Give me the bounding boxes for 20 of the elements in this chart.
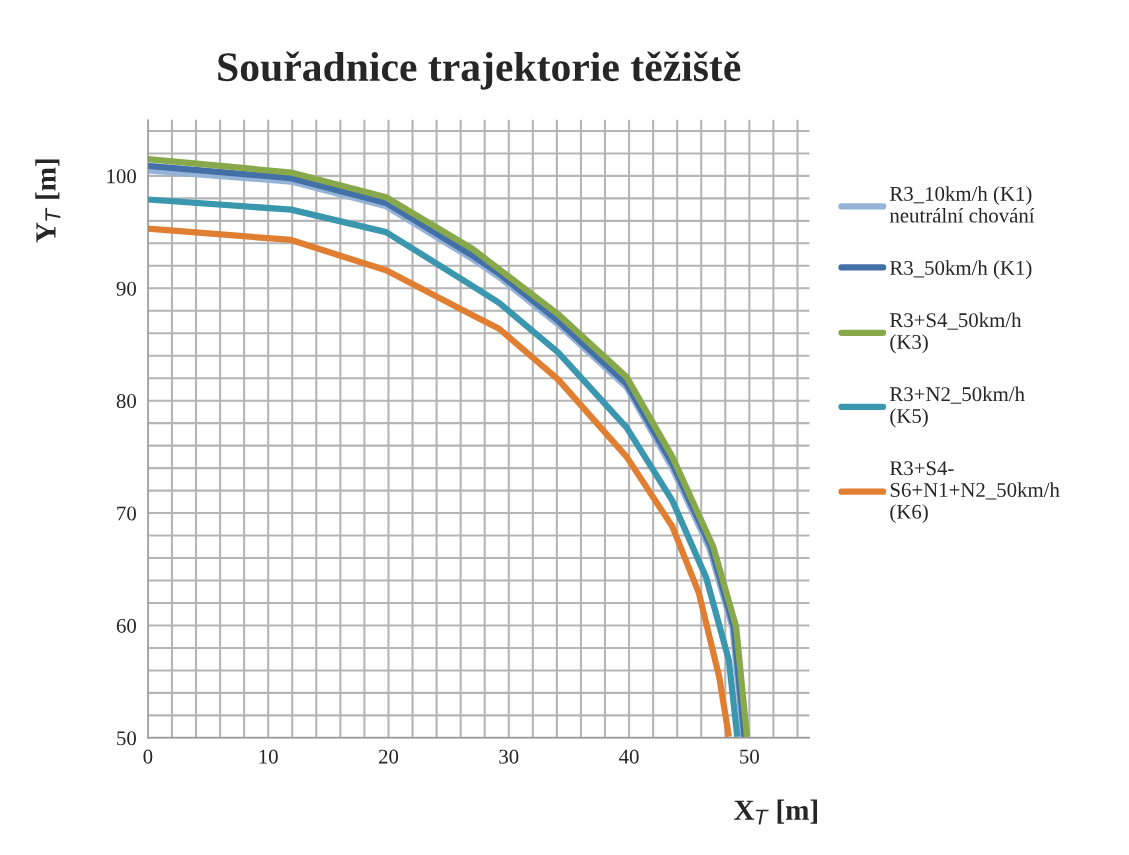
- y-tick-label: 60: [116, 618, 136, 633]
- x-tick-label: 40: [619, 749, 639, 764]
- y-axis-title: Y$_{T}$ [m]: [35, 159, 61, 243]
- y-tick-label: 100: [107, 169, 136, 184]
- x-tick-label: 0: [143, 749, 153, 764]
- x-tick-label: 30: [499, 749, 519, 764]
- y-tick-label: 50: [117, 731, 136, 746]
- x-axis-title: X$_{T}$ [m]: [734, 799, 817, 825]
- x-tick-label: 20: [378, 749, 399, 764]
- chart-title: Souřadnice trajektorie těžiště: [218, 51, 741, 90]
- legend-label: R3+N2_50km/h (K5): [889, 386, 1025, 428]
- legend-label: R3+S4- S6+N1+N2_50km/h (K6): [889, 461, 1060, 524]
- x-tick-label: 50: [740, 749, 759, 764]
- legend-label: R3_50km/h (K1): [889, 260, 1032, 280]
- legend-label: R3_10km/h (K1) neutrální chování: [889, 186, 1035, 223]
- x-tick-label: 10: [259, 749, 278, 764]
- legend-label: R3+S4_50km/h (K3): [889, 312, 1022, 354]
- y-tick-label: 80: [116, 394, 136, 409]
- y-tick-label: 70: [117, 506, 136, 521]
- y-tick-label: 90: [116, 281, 136, 296]
